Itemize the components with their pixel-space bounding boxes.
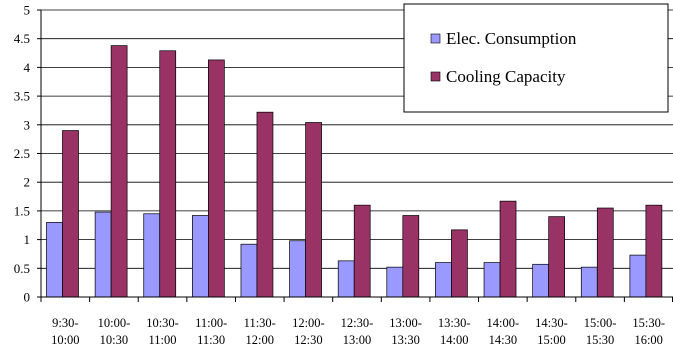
bar-cooling-capacity [548,216,566,298]
y-tick-label: 3 [24,117,31,132]
x-tick-label: 9:30-10:00 [51,316,79,347]
x-tick-label: 14:00-14:30 [487,316,520,347]
y-tick-label: 2 [24,175,31,190]
x-tick-label: 15:00-15:30 [584,316,617,347]
bar-cooling-capacity [353,204,371,298]
bar-cooling-capacity [451,229,468,298]
bar-elec-consumption [337,260,355,298]
bar-cooling-capacity [499,200,517,298]
y-tick-label: 3.5 [14,89,30,104]
bar-cooling-capacity [402,215,420,298]
bar-elec-consumption [483,262,501,298]
bar-elec-consumption [240,243,258,298]
bar-cooling-capacity [305,122,322,298]
bar-elec-consumption [629,254,647,298]
x-tick-label: 14:30-15:00 [535,316,568,347]
x-tick-label: 15:30-16:00 [632,316,665,347]
bar-elec-consumption [143,213,161,298]
bar-elec-consumption [580,266,598,298]
bar-cooling-capacity [596,207,614,298]
bar-cooling-capacity [645,204,663,298]
x-tick-label: 10:30-11:00 [146,316,179,347]
bar-elec-consumption [386,266,404,298]
bar-elec-consumption [94,211,112,298]
x-tick-label: 10:00-10:30 [98,316,131,347]
bars [46,45,663,298]
y-tick-label: 4 [24,60,31,75]
x-tick-label: 13:30-14:00 [438,316,471,347]
bar-elec-consumption [289,240,306,298]
bar-elec-consumption [435,262,452,298]
bar-cooling-capacity [207,59,225,298]
x-tick-label: 12:00-12:30 [292,316,325,347]
y-tick-label: 0 [24,290,31,305]
y-tick-label: 2.5 [14,146,30,161]
bar-elec-consumption [46,222,63,298]
legend-swatch-cooling-capacity [430,71,441,82]
x-tick-label: 11:00-11:30 [195,316,227,347]
y-tick-label: 5 [24,3,31,18]
y-tick-label: 1 [24,232,31,247]
legend-box [403,3,669,113]
x-tick-label: 13:00-13:30 [389,316,422,347]
bar-cooling-capacity [110,45,128,298]
x-axis-ticks: 9:30-10:00 10:00-10:30 10:30-11:00 11:00-11… [40,297,673,347]
bar-cooling-capacity [256,111,274,298]
x-tick-label: 11:30-12:00 [244,316,276,347]
x-tick-label: 12:30-13:00 [341,316,374,347]
y-tick-label: 1.5 [14,203,30,218]
legend-label-elec-consumption: Elec. Consumption [446,29,577,48]
legend-swatch-elec-consumption [430,33,441,44]
bar-elec-consumption [191,215,209,298]
bar-elec-consumption [532,263,550,298]
y-tick-label: 4.5 [14,31,30,46]
legend: Elec. Consumption Cooling Capacity [403,3,669,113]
bar-cooling-capacity [62,130,79,298]
y-tick-label: 0.5 [14,261,30,276]
y-axis-ticks: 0 0.5 1 1.5 2 2.5 3 3.5 4 4.5 5 [14,3,41,305]
legend-label-cooling-capacity: Cooling Capacity [446,67,566,86]
bar-cooling-capacity [159,50,177,298]
